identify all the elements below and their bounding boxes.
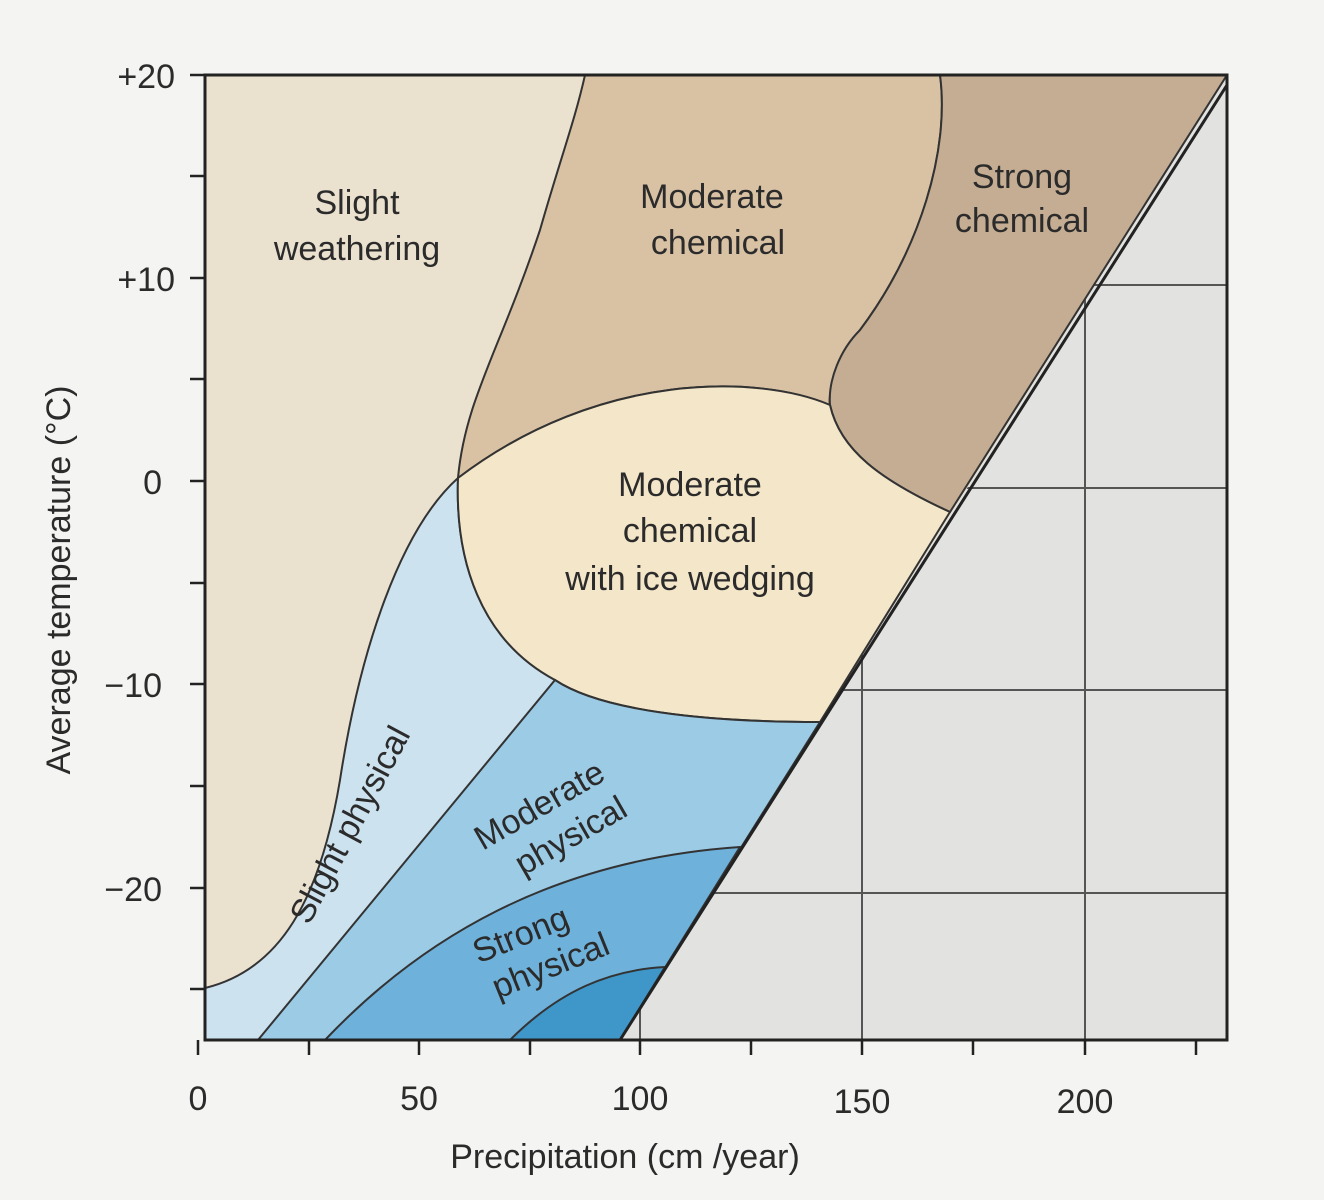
x-tick-label: 100 (612, 1080, 669, 1118)
x-tick-label: 0 (189, 1080, 208, 1118)
y-tick-label: −10 (104, 667, 162, 705)
limit-line (618, 84, 1227, 1040)
label-strong-chemical-2: chemical (955, 202, 1089, 240)
y-axis-title: Average temperature (°C) (40, 385, 78, 774)
label-ice-wedging-3: with ice wedging (564, 560, 814, 598)
region-ice-wedging (456, 385, 952, 724)
label-moderate-chemical-2: chemical (651, 224, 785, 262)
x-tick-label: 200 (1057, 1083, 1114, 1121)
y-tick-label: −20 (104, 871, 162, 909)
label-ice-wedging-1: Moderate (618, 466, 762, 504)
plot-frame (203, 73, 1229, 1042)
y-tick-label: 0 (143, 464, 162, 502)
label-strong-chemical-1: Strong (972, 158, 1072, 196)
x-tick-label: 50 (400, 1080, 438, 1118)
y-tick-label: +20 (117, 58, 175, 96)
region-moderate-physical (256, 678, 822, 1040)
label-ice-wedging-2: chemical (623, 512, 757, 550)
y-tick-label: +10 (117, 261, 175, 299)
label-slight-weathering-2: weathering (273, 230, 440, 268)
x-tick-label: 150 (834, 1083, 891, 1121)
y-ticks (190, 73, 205, 991)
label-slight-weathering-1: Slight (314, 184, 400, 222)
label-moderate-chemical-1: Moderate (640, 178, 784, 216)
x-axis-title: Precipitation (cm /year) (450, 1138, 800, 1176)
x-ticks (196, 1040, 1198, 1055)
